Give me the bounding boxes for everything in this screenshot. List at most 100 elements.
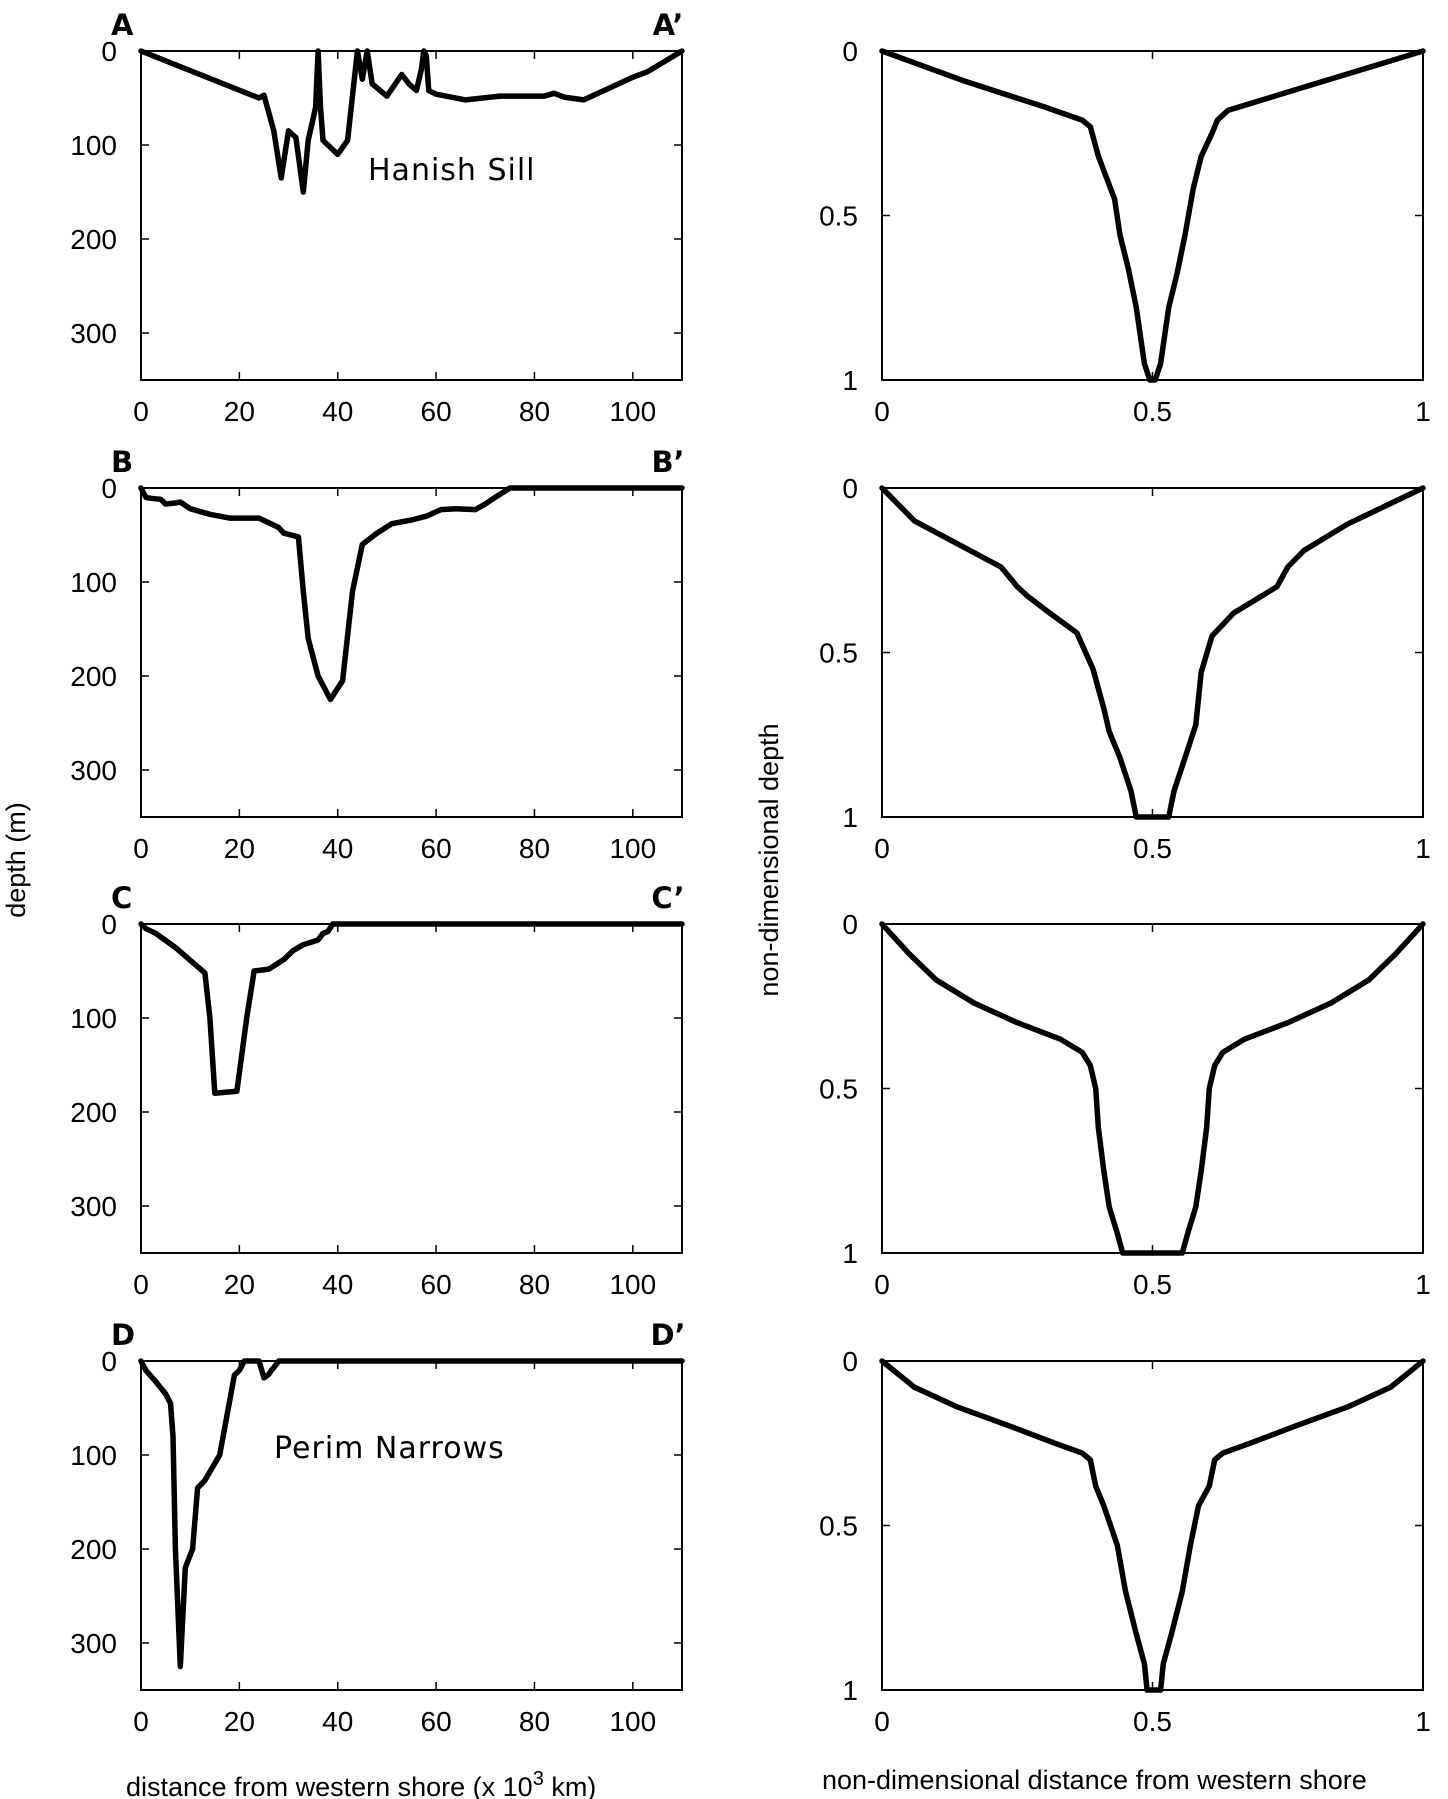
panel-left-1: 0 20 40 60 80 100 0 100 200 300 B B’ (70, 445, 685, 864)
x-tick-label: 0 (874, 1706, 890, 1737)
x-tick-label: 80 (519, 1269, 550, 1300)
x-tick-label: 20 (224, 833, 255, 864)
x-tick-label: 60 (421, 1269, 452, 1300)
plot-frame (881, 50, 1424, 381)
x-tick-label: 40 (322, 1706, 353, 1737)
x-tick-label: 100 (609, 396, 656, 427)
plot-frame (140, 923, 683, 1254)
x-tick-label: 20 (224, 396, 255, 427)
y-tick-label: 100 (70, 1003, 117, 1034)
y-tick-label: 0 (101, 473, 117, 504)
x-tick-label: 80 (519, 833, 550, 864)
x-tick-label: 100 (609, 833, 656, 864)
panel-left-2: 0 20 40 60 80 100 0 100 200 300 C C’ (70, 881, 685, 1300)
y-tick-label: 1 (842, 1238, 858, 1269)
x-tick-label: 20 (224, 1269, 255, 1300)
left-x-axis-title-suffix: km) (544, 1772, 596, 1799)
plot-frame (881, 487, 1424, 818)
y-tick-label: 0 (101, 909, 117, 940)
right-y-axis-title: non-dimensional depth (754, 723, 784, 996)
y-tick-label: 0 (842, 36, 858, 67)
x-tick-label: 60 (421, 833, 452, 864)
x-tick-label: 60 (421, 1706, 452, 1737)
x-tick-label: 1 (1415, 1269, 1431, 1300)
y-tick-label: 0.5 (819, 1511, 858, 1542)
panel-left-3: 0 20 40 60 80 100 0 100 200 300 D D’ Perim Narrows (70, 1318, 685, 1737)
x-tick-label: 40 (322, 1269, 353, 1300)
depth-profile-line (138, 921, 685, 1096)
y-tick-label: 1 (842, 365, 858, 396)
location-annotation: Hanish Sill (368, 153, 536, 188)
x-tick-label: 0 (133, 396, 149, 427)
x-tick-label: 0 (133, 1706, 149, 1737)
panel-right-3: 0 0.5 100.51 (819, 1346, 1431, 1737)
y-tick-label: 1 (842, 1675, 858, 1706)
y-tick-label: 1 (842, 802, 858, 833)
plot-frame (881, 923, 1424, 1254)
y-tick-label: 200 (70, 1534, 117, 1565)
section-start-label: B (111, 445, 133, 479)
x-tick-label: 0.5 (1133, 833, 1172, 864)
x-tick-label: 0 (874, 833, 890, 864)
section-start-label: C (111, 881, 132, 915)
location-annotation: Perim Narrows (274, 1431, 505, 1466)
y-tick-label: 300 (70, 318, 117, 349)
depth-profile-line (138, 1358, 685, 1670)
y-tick-label: 0 (101, 36, 117, 67)
right-x-axis-title: non-dimensional distance from western sh… (822, 1765, 1367, 1795)
x-tick-label: 0 (133, 833, 149, 864)
depth-profile-line (879, 1358, 1426, 1693)
x-tick-label: 1 (1415, 833, 1431, 864)
x-tick-label: 0 (874, 396, 890, 427)
y-tick-label: 200 (70, 661, 117, 692)
section-end-label: D’ (650, 1318, 685, 1352)
y-tick-label: 100 (70, 130, 117, 161)
depth-profile-line (879, 485, 1426, 820)
y-tick-label: 100 (70, 567, 117, 598)
x-tick-label: 60 (421, 396, 452, 427)
y-tick-label: 0 (842, 909, 858, 940)
depth-profile-line (138, 48, 685, 195)
depth-profile-line (138, 485, 685, 703)
left-y-axis-title: depth (m) (1, 802, 31, 918)
y-tick-label: 200 (70, 224, 117, 255)
x-tick-label: 40 (322, 396, 353, 427)
x-tick-label: 1 (1415, 1706, 1431, 1737)
x-tick-label: 0.5 (1133, 396, 1172, 427)
y-tick-label: 0 (842, 1346, 858, 1377)
y-tick-label: 100 (70, 1440, 117, 1471)
y-tick-label: 300 (70, 1191, 117, 1222)
section-start-label: A (111, 8, 134, 42)
y-tick-label: 200 (70, 1097, 117, 1128)
section-end-label: B’ (651, 445, 684, 479)
plot-frame (140, 487, 683, 818)
left-x-axis-title: distance from western shore (x 103 km) (126, 1768, 596, 1799)
panel-right-1: 0 0.5 100.51 (819, 473, 1431, 864)
section-end-label: A’ (653, 8, 684, 42)
panel-right-0: 0 0.5 100.51 (819, 36, 1431, 427)
x-tick-label: 20 (224, 1706, 255, 1737)
x-tick-label: 40 (322, 833, 353, 864)
y-tick-label: 300 (70, 755, 117, 786)
left-x-axis-title-main: distance from western shore (x 10 (126, 1772, 533, 1799)
plot-frame (140, 50, 683, 381)
x-tick-label: 0.5 (1133, 1706, 1172, 1737)
x-tick-label: 100 (609, 1269, 656, 1300)
panel-right-2: 0 0.5 100.51 (819, 909, 1431, 1300)
x-tick-label: 0 (133, 1269, 149, 1300)
plot-frame (140, 1360, 683, 1691)
y-tick-label: 0 (842, 473, 858, 504)
x-tick-label: 100 (609, 1706, 656, 1737)
y-tick-label: 0.5 (819, 638, 858, 669)
y-tick-label: 0.5 (819, 1074, 858, 1105)
y-tick-label: 0 (101, 1346, 117, 1377)
section-end-label: C’ (651, 881, 684, 915)
y-tick-label: 300 (70, 1628, 117, 1659)
section-start-label: D (111, 1318, 135, 1352)
y-tick-label: 0.5 (819, 201, 858, 232)
x-tick-label: 80 (519, 1706, 550, 1737)
x-tick-label: 80 (519, 396, 550, 427)
panel-left-0: 0 20 40 60 80 100 0 100 200 300 A A’ Hanish Sill (70, 8, 685, 427)
